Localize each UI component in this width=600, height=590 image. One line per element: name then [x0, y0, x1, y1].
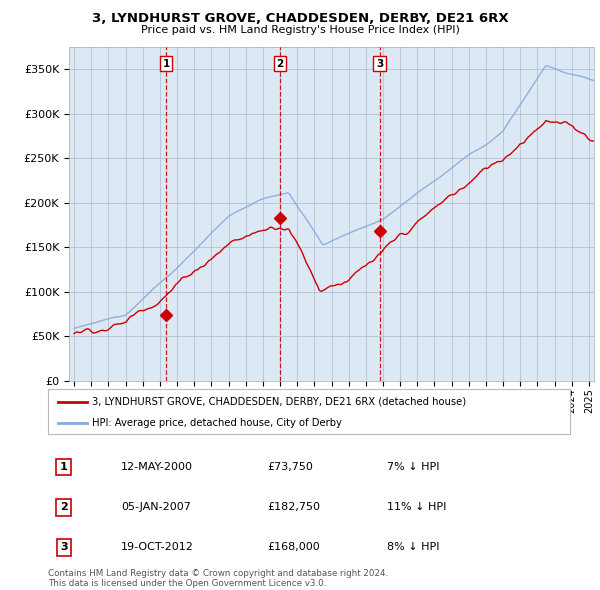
Text: 7% ↓ HPI: 7% ↓ HPI: [388, 462, 440, 472]
Text: 2: 2: [60, 502, 68, 512]
Text: £73,750: £73,750: [267, 462, 313, 472]
Text: £182,750: £182,750: [267, 502, 320, 512]
Text: 3: 3: [376, 59, 383, 69]
Text: Price paid vs. HM Land Registry's House Price Index (HPI): Price paid vs. HM Land Registry's House …: [140, 25, 460, 35]
Text: 3, LYNDHURST GROVE, CHADDESDEN, DERBY, DE21 6RX: 3, LYNDHURST GROVE, CHADDESDEN, DERBY, D…: [92, 12, 508, 25]
Text: 2: 2: [277, 59, 284, 69]
Text: 3, LYNDHURST GROVE, CHADDESDEN, DERBY, DE21 6RX (detached house): 3, LYNDHURST GROVE, CHADDESDEN, DERBY, D…: [92, 397, 466, 407]
Text: 19-OCT-2012: 19-OCT-2012: [121, 542, 194, 552]
Text: 3: 3: [60, 542, 67, 552]
Text: £168,000: £168,000: [267, 542, 320, 552]
Text: HPI: Average price, detached house, City of Derby: HPI: Average price, detached house, City…: [92, 418, 342, 428]
Text: 1: 1: [60, 462, 68, 472]
Text: Contains HM Land Registry data © Crown copyright and database right 2024.
This d: Contains HM Land Registry data © Crown c…: [48, 569, 388, 588]
Text: 12-MAY-2000: 12-MAY-2000: [121, 462, 193, 472]
Text: 11% ↓ HPI: 11% ↓ HPI: [388, 502, 446, 512]
Text: 1: 1: [163, 59, 170, 69]
Text: 05-JAN-2007: 05-JAN-2007: [121, 502, 191, 512]
Text: 8% ↓ HPI: 8% ↓ HPI: [388, 542, 440, 552]
